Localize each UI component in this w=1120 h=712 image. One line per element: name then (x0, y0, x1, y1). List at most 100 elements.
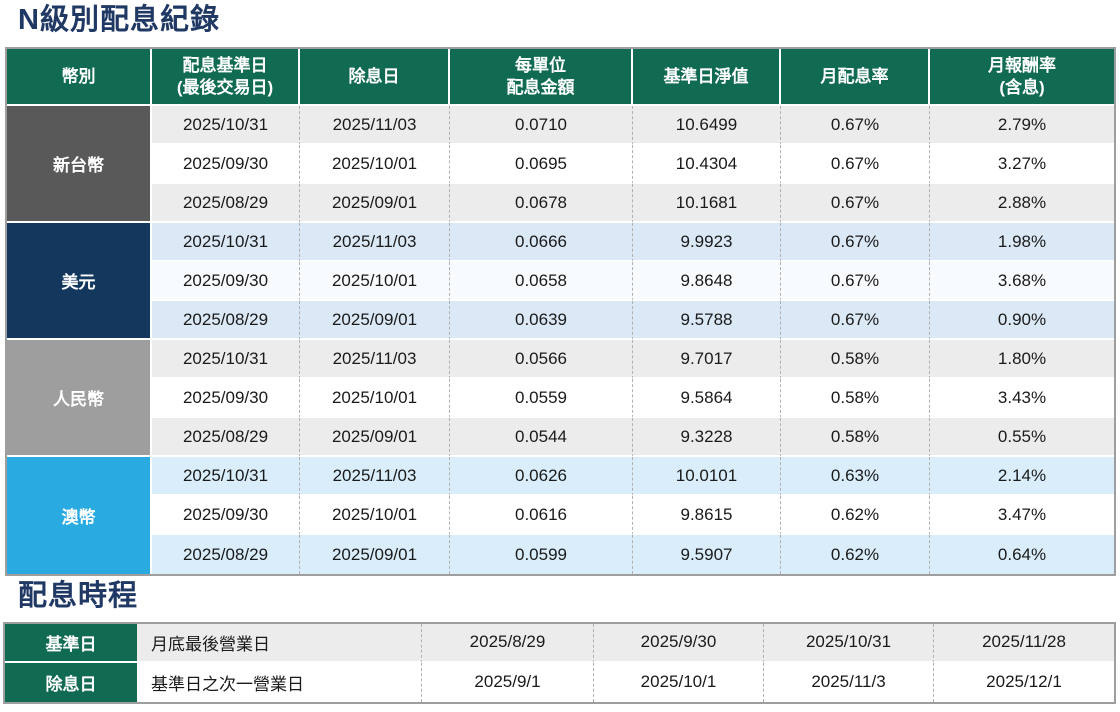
record-row-g0-r2: 2025/08/29 2025/09/01 0.0678 10.1681 0.67% 2.… (7, 184, 1114, 224)
nav-cell: 10.6499 (633, 106, 781, 146)
col-header-monthly-rate: 月配息率 (781, 49, 930, 107)
dividend-cell: 0.0559 (450, 379, 633, 419)
monthly-rate-cell: 0.67% (781, 106, 930, 146)
record-row-g0-r0: 新台幣 2025/10/31 2025/11/03 0.0710 10.6499 0.67… (7, 106, 1114, 224)
record-date-cell: 2025/10/31 (152, 106, 300, 146)
monthly-rate-cell: 0.63% (781, 457, 930, 497)
ex-date-cell: 2025/10/01 (300, 496, 450, 536)
nav-cell: 9.5788 (633, 301, 781, 341)
record-section-title: N級別配息紀錄 (18, 4, 220, 36)
col-header-dividend: 每單位 配息金額 (450, 49, 633, 107)
record-row-g1-r0: 美元 2025/10/31 2025/11/03 0.0666 9.9923 0.67% 1… (7, 223, 1114, 341)
dividend-cell: 0.0599 (450, 535, 633, 575)
monthly-rate-cell: 0.62% (781, 535, 930, 575)
col-header-record-date: 配息基準日 (最後交易日) (152, 49, 300, 107)
monthly-return-cell: 3.47% (930, 496, 1114, 536)
record-date-cell: 2025/08/29 (152, 301, 300, 341)
dividend-cell: 0.0544 (450, 418, 633, 458)
schedule-date-cell: 2025/11/28 (934, 623, 1114, 663)
dividend-cell: 0.0658 (450, 262, 633, 302)
ex-date-cell: 2025/09/01 (300, 184, 450, 224)
schedule-date-cell: 2025/10/1 (594, 662, 764, 702)
dividend-cell: 0.0616 (450, 496, 633, 536)
monthly-rate-cell: 0.67% (781, 262, 930, 302)
dividend-record-table: 幣別 配息基準日 (最後交易日) 除息日 每單位 配息金額 基準日淨值 月配息率… (7, 49, 1114, 575)
ex-date-cell: 2025/10/01 (300, 262, 450, 302)
dividend-cell: 0.0710 (450, 106, 633, 146)
nav-cell: 10.4304 (633, 145, 781, 185)
record-date-cell: 2025/09/30 (152, 379, 300, 419)
dividend-cell: 0.0666 (450, 223, 633, 263)
schedule-table-body: 基準日 月底最後營業日 2025/8/29 2025/9/30 2025/10/31 20… (5, 623, 1114, 702)
record-date-cell: 2025/10/31 (152, 340, 300, 380)
col-header-currency: 幣別 (7, 49, 152, 107)
record-row-g1-r2: 2025/08/29 2025/09/01 0.0639 9.5788 0.67% 0.9… (7, 301, 1114, 341)
nav-cell: 9.5907 (633, 535, 781, 575)
monthly-rate-cell: 0.58% (781, 379, 930, 419)
dividend-cell: 0.0566 (450, 340, 633, 380)
schedule-date-cell: 2025/10/31 (764, 623, 934, 663)
record-table-body: 新台幣 2025/10/31 2025/11/03 0.0710 10.6499 0.67… (7, 106, 1114, 575)
monthly-return-cell: 2.88% (930, 184, 1114, 224)
schedule-date-cell: 2025/8/29 (422, 623, 594, 663)
monthly-rate-cell: 0.58% (781, 418, 930, 458)
monthly-return-cell: 1.98% (930, 223, 1114, 263)
ex-date-cell: 2025/11/03 (300, 223, 450, 263)
schedule-date-cell: 2025/9/1 (422, 662, 594, 702)
monthly-return-cell: 0.55% (930, 418, 1114, 458)
record-date-cell: 2025/08/29 (152, 535, 300, 575)
ex-date-cell: 2025/09/01 (300, 535, 450, 575)
schedule-table: 基準日 月底最後營業日 2025/8/29 2025/9/30 2025/10/31 20… (5, 623, 1114, 702)
monthly-rate-cell: 0.67% (781, 223, 930, 263)
record-date-cell: 2025/08/29 (152, 184, 300, 224)
schedule-label-cell: 基準日 (5, 623, 137, 663)
dividend-cell: 0.0626 (450, 457, 633, 497)
record-table-header: 幣別 配息基準日 (最後交易日) 除息日 每單位 配息金額 基準日淨值 月配息率… (7, 49, 1114, 107)
col-header-monthly-return: 月報酬率 (含息) (930, 49, 1114, 107)
monthly-rate-cell: 0.58% (781, 340, 930, 380)
record-row-g3-r0: 澳幣 2025/10/31 2025/11/03 0.0626 10.0101 0.63%… (7, 457, 1114, 575)
record-row-g2-r1: 2025/09/30 2025/10/01 0.0559 9.5864 0.58% 3.4… (7, 379, 1114, 419)
dividend-cell: 0.0678 (450, 184, 633, 224)
nav-cell: 9.5864 (633, 379, 781, 419)
record-row-g0-r1: 2025/09/30 2025/10/01 0.0695 10.4304 0.67% 3.… (7, 145, 1114, 185)
nav-cell: 10.1681 (633, 184, 781, 224)
schedule-description-cell: 月底最後營業日 (137, 623, 422, 663)
schedule-row-0: 基準日 月底最後營業日 2025/8/29 2025/9/30 2025/10/31 20… (5, 623, 1114, 663)
dividend-cell: 0.0695 (450, 145, 633, 185)
schedule-row-1: 除息日 基準日之次一營業日 2025/9/1 2025/10/1 2025/11/3 20… (5, 662, 1114, 702)
monthly-return-cell: 0.64% (930, 535, 1114, 575)
monthly-rate-cell: 0.62% (781, 496, 930, 536)
record-date-cell: 2025/09/30 (152, 262, 300, 302)
nav-cell: 10.0101 (633, 457, 781, 497)
record-row-g3-r2: 2025/08/29 2025/09/01 0.0599 9.5907 0.62% 0.6… (7, 535, 1114, 575)
schedule-description-cell: 基準日之次一營業日 (137, 662, 422, 702)
monthly-return-cell: 2.14% (930, 457, 1114, 497)
ex-date-cell: 2025/11/03 (300, 457, 450, 497)
monthly-return-cell: 3.27% (930, 145, 1114, 185)
record-row-g3-r1: 2025/09/30 2025/10/01 0.0616 9.8615 0.62% 3.4… (7, 496, 1114, 536)
nav-cell: 9.8615 (633, 496, 781, 536)
ex-date-cell: 2025/11/03 (300, 106, 450, 146)
monthly-return-cell: 1.80% (930, 340, 1114, 380)
record-row-g2-r0: 人民幣 2025/10/31 2025/11/03 0.0566 9.7017 0.58%… (7, 340, 1114, 458)
record-row-g2-r2: 2025/08/29 2025/09/01 0.0544 9.3228 0.58% 0.5… (7, 418, 1114, 458)
nav-cell: 9.8648 (633, 262, 781, 302)
currency-label: 人民幣 (7, 340, 152, 458)
col-header-nav: 基準日淨值 (633, 49, 781, 107)
schedule-table-wrap: 基準日 月底最後營業日 2025/8/29 2025/9/30 2025/10/31 20… (3, 621, 1116, 704)
monthly-return-cell: 3.43% (930, 379, 1114, 419)
dividend-cell: 0.0639 (450, 301, 633, 341)
record-date-cell: 2025/08/29 (152, 418, 300, 458)
schedule-section-title: 配息時程 (18, 580, 139, 613)
record-date-cell: 2025/09/30 (152, 145, 300, 185)
record-row-g1-r1: 2025/09/30 2025/10/01 0.0658 9.8648 0.67% 3.6… (7, 262, 1114, 302)
schedule-date-cell: 2025/12/1 (934, 662, 1114, 702)
record-date-cell: 2025/10/31 (152, 223, 300, 263)
monthly-return-cell: 3.68% (930, 262, 1114, 302)
ex-date-cell: 2025/10/01 (300, 145, 450, 185)
currency-label: 新台幣 (7, 106, 152, 224)
ex-date-cell: 2025/10/01 (300, 379, 450, 419)
schedule-label-cell: 除息日 (5, 662, 137, 702)
monthly-return-cell: 2.79% (930, 106, 1114, 146)
